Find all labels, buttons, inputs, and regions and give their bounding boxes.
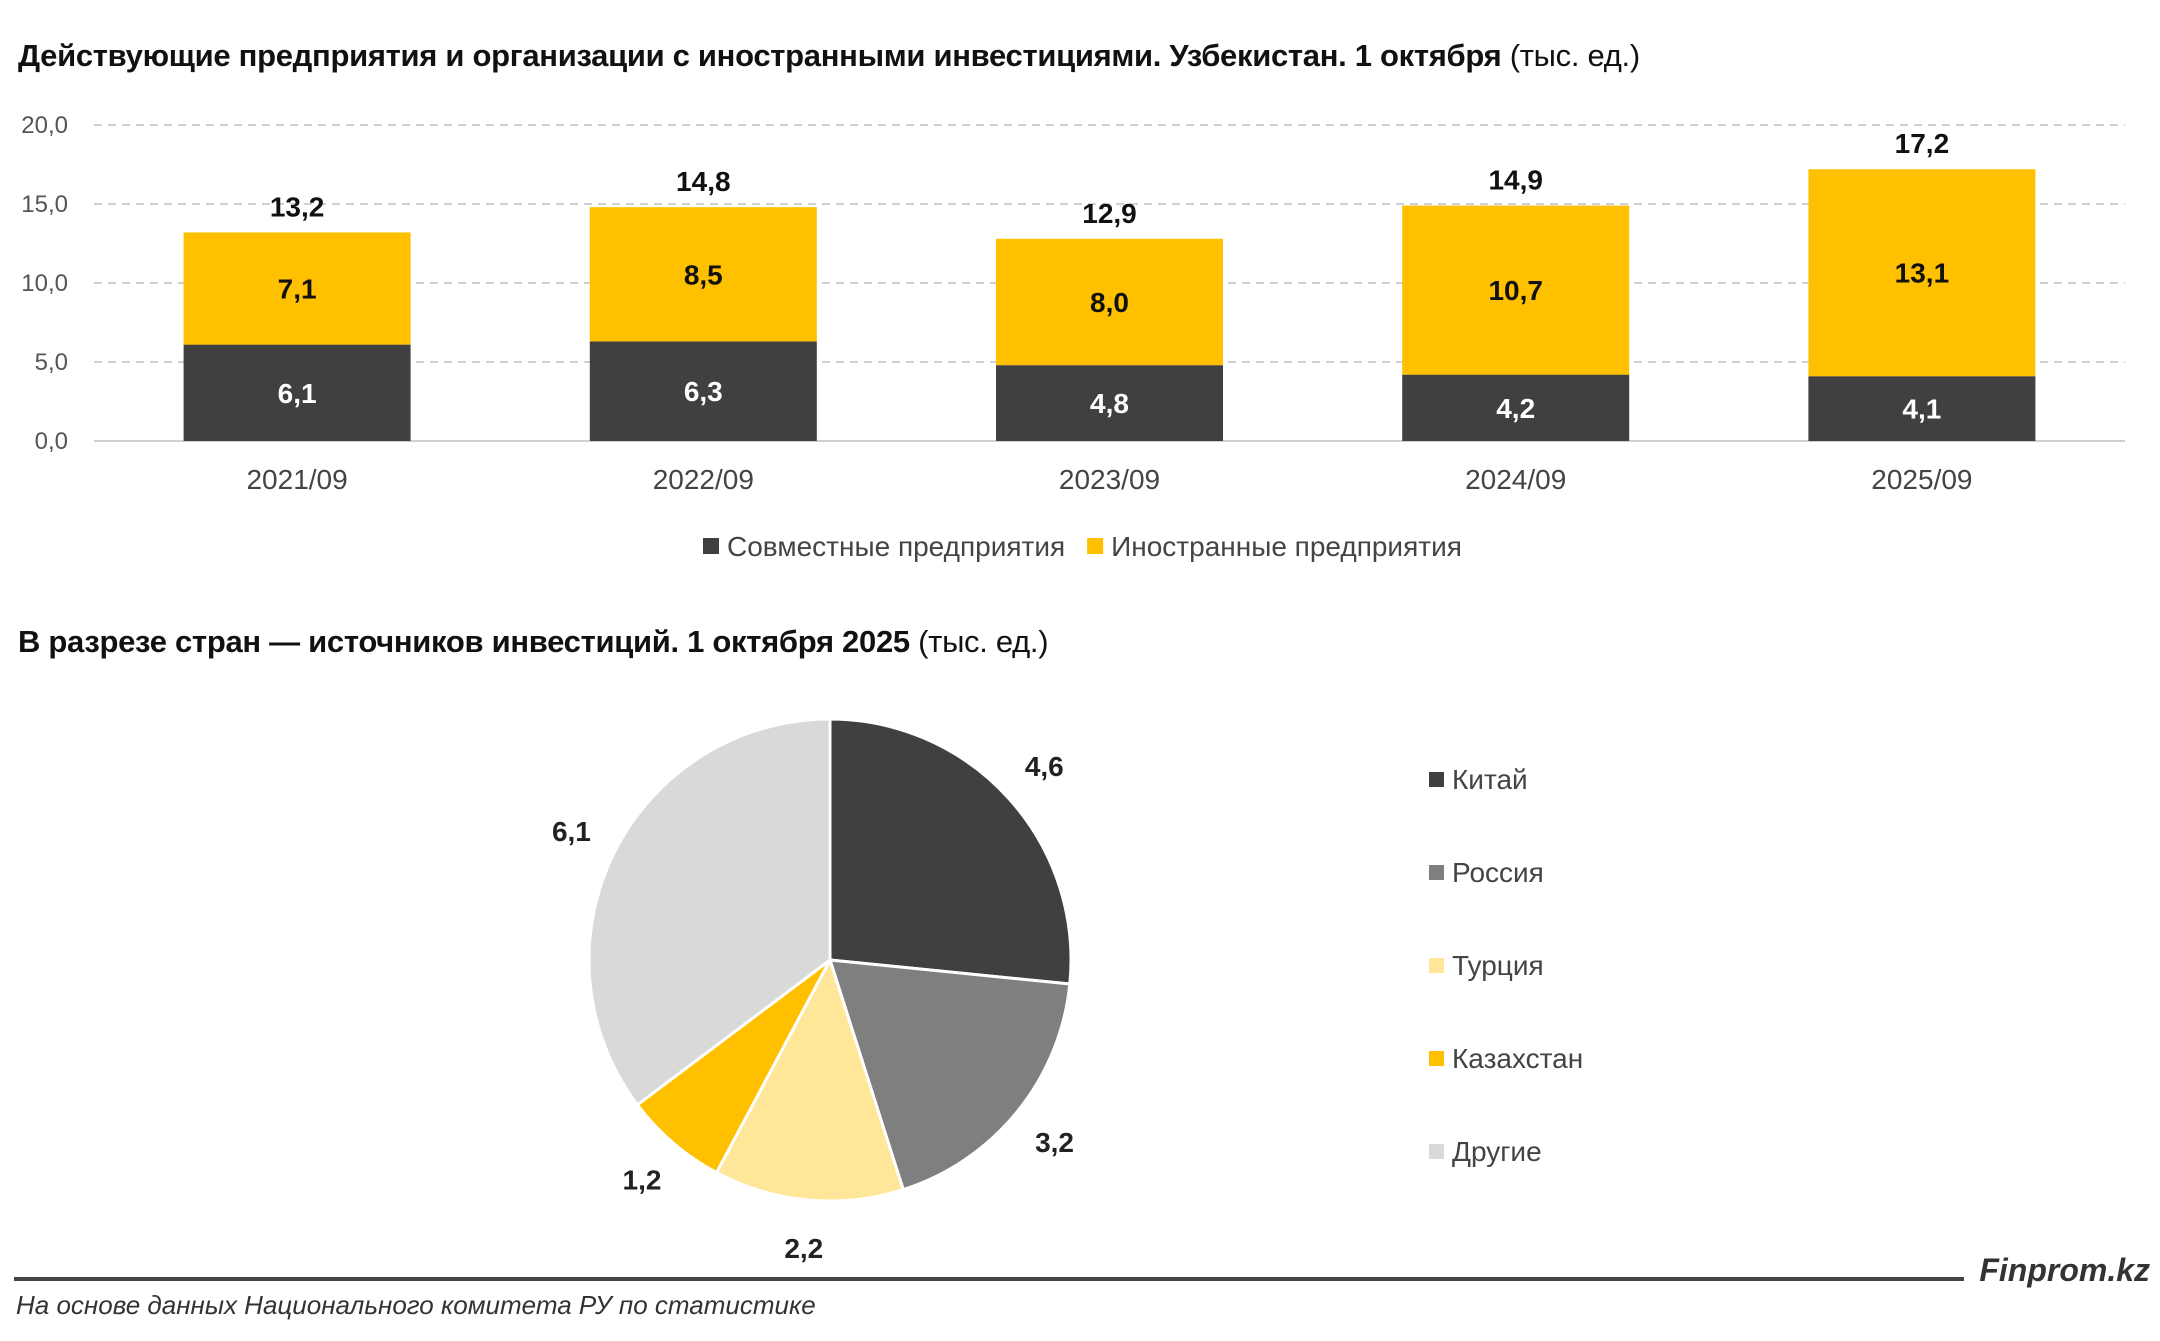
bar-value-label: 4,1 [1902, 394, 1941, 425]
bar-value-label: 10,7 [1488, 275, 1543, 306]
legend-swatch [703, 538, 719, 554]
legend-label: Другие [1452, 1136, 1542, 1167]
bar-segment [1808, 169, 2036, 377]
pie-chart-title: В разрезе стран — источников инвестиций.… [18, 624, 1049, 660]
pie-value-label: 2,2 [784, 1233, 823, 1264]
bar-total-label: 14,8 [676, 166, 731, 197]
bar-chart-title-text: Действующие предприятия и организации с … [18, 38, 1502, 73]
legend-label: Иностранные предприятия [1111, 531, 1462, 562]
pie-slice [827, 958, 1072, 1192]
pie-value-label: 1,2 [623, 1165, 662, 1196]
bar-total-label: 14,9 [1488, 165, 1543, 196]
pie-value-label: 4,6 [1025, 751, 1064, 782]
bar-value-label: 8,0 [1090, 287, 1129, 318]
bar-segment [589, 207, 817, 342]
bar-value-label: 6,3 [684, 376, 723, 407]
legend-label: Казахстан [1452, 1043, 1583, 1074]
legend-swatch [1429, 1051, 1444, 1066]
footer-divider [14, 1277, 1964, 1281]
legend-label: Совместные предприятия [727, 531, 1065, 562]
legend-label: Россия [1452, 857, 1544, 888]
bar-segment [1402, 374, 1630, 441]
bar-segment [1402, 205, 1630, 375]
bar-total-label: 17,2 [1895, 128, 1950, 159]
bar-segment [996, 365, 1223, 441]
pie-value-label: 3,2 [1035, 1127, 1074, 1158]
x-tick-label: 2021/09 [246, 464, 347, 495]
x-tick-label: 2024/09 [1465, 464, 1566, 495]
pie-value-label: 6,1 [552, 816, 591, 847]
bar-value-label: 13,1 [1895, 258, 1950, 289]
y-tick-label: 0,0 [35, 428, 68, 455]
bar-total-label: 12,9 [1082, 198, 1137, 229]
legend-label: Китай [1452, 764, 1528, 795]
legend-swatch [1429, 1144, 1444, 1159]
pie-chart-title-unit: (тыс. ед.) [918, 624, 1049, 659]
x-tick-label: 2022/09 [653, 464, 754, 495]
pie-slice [714, 956, 906, 1203]
pie-slice [828, 717, 1073, 986]
bar-segment [996, 238, 1223, 366]
x-tick-label: 2025/09 [1871, 464, 1972, 495]
legend-label: Турция [1452, 950, 1544, 981]
legend-swatch [1429, 772, 1444, 787]
legend-swatch [1429, 865, 1444, 880]
bar-value-label: 4,2 [1496, 393, 1535, 424]
pie-slice [635, 958, 832, 1175]
legend-swatch [1087, 538, 1104, 554]
pie-slice [587, 717, 832, 1107]
legend-swatch [1429, 958, 1444, 973]
bar-total-label: 13,2 [270, 191, 325, 222]
bar-value-label: 7,1 [278, 274, 317, 305]
source-note: На основе данных Национального комитета … [16, 1290, 816, 1320]
bar-segment [183, 344, 411, 441]
bar-value-label: 8,5 [684, 259, 723, 290]
bar-chart-title: Действующие предприятия и организации с … [18, 38, 1640, 74]
y-tick-label: 10,0 [21, 270, 68, 297]
bar-segment [183, 232, 411, 345]
y-tick-label: 15,0 [21, 191, 68, 218]
bar-segment [1808, 376, 2036, 441]
bar-value-label: 6,1 [278, 378, 317, 409]
pie-chart-title-text: В разрезе стран — источников инвестиций.… [18, 624, 910, 659]
x-tick-label: 2023/09 [1059, 464, 1160, 495]
bar-value-label: 4,8 [1090, 388, 1129, 419]
brand-logo: Finprom.kz [1979, 1252, 2150, 1288]
bar-chart-title-unit: (тыс. ед.) [1509, 38, 1640, 73]
y-tick-label: 5,0 [35, 349, 68, 376]
bar-segment [589, 341, 817, 441]
y-tick-label: 20,0 [21, 112, 68, 139]
